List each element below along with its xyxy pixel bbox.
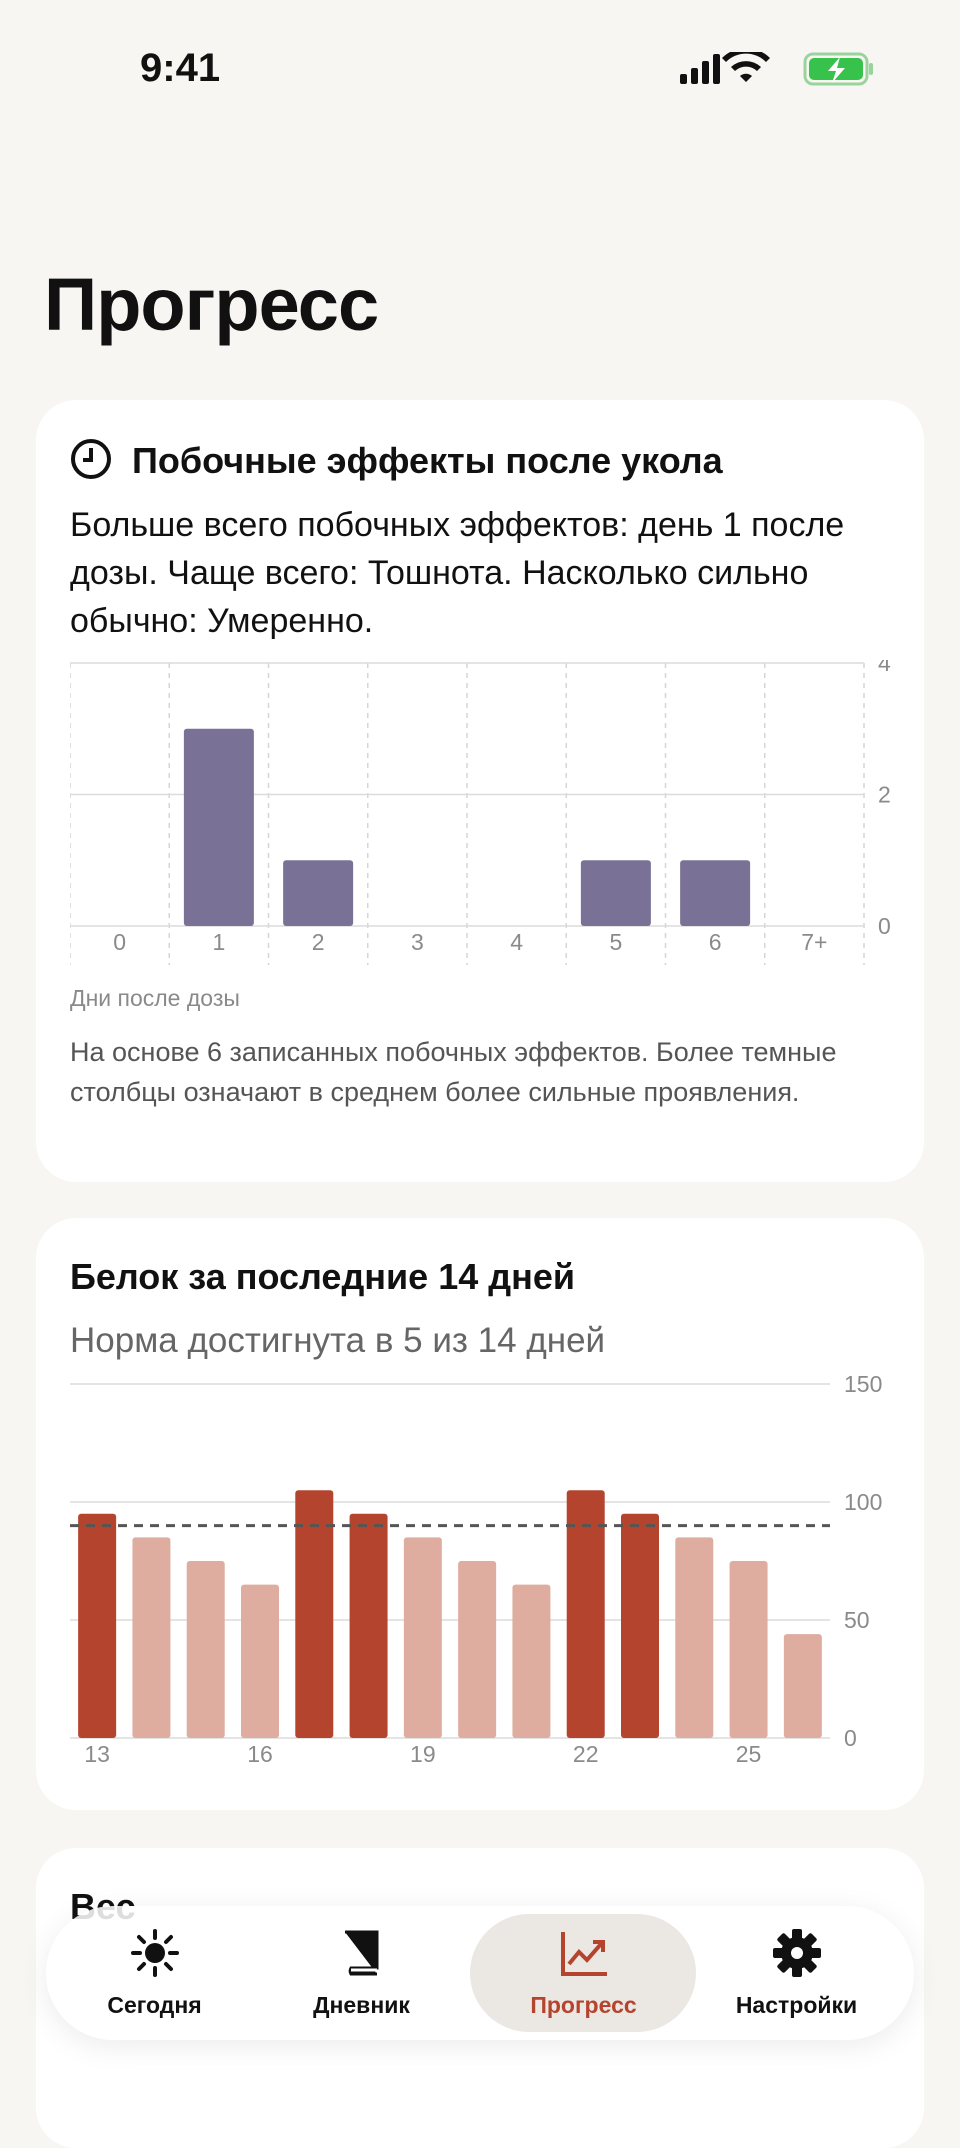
tab[interactable]: Дневник: [253, 1906, 470, 2040]
bar: [183, 728, 254, 926]
bar: [566, 1490, 605, 1738]
bar: [675, 1537, 714, 1738]
card-summary: Больше всего побочных эффектов: день 1 п…: [70, 506, 845, 640]
bar: [403, 1537, 442, 1738]
book-icon: [345, 1930, 379, 1976]
card-note: На основе 6 записанных побочных эффектов…: [70, 1037, 837, 1107]
bar: [283, 860, 354, 926]
chart: 0 2 4 0 1 2 3 4 5 6 7+: [70, 660, 891, 965]
bar: [295, 1490, 334, 1738]
protein-card: Белок за последние 14 дней Норма достигн…: [36, 1218, 924, 1810]
x-tick-label: 4: [510, 929, 523, 955]
tab-label: Прогресс: [530, 1992, 637, 2018]
x-tick-label: 0: [113, 929, 126, 955]
bar: [349, 1513, 388, 1738]
bar: [512, 1584, 551, 1738]
page-title: Прогресс: [44, 263, 379, 346]
screen: 9:41 Прогресс Побочные эффекты после уко…: [36, 46, 924, 2148]
bar: [78, 1513, 117, 1738]
x-tick-label: 13: [84, 1741, 110, 1767]
side-effects-card: Побочные эффекты после укола Больше всег…: [36, 400, 924, 1182]
card-title: Побочные эффекты после укола: [132, 440, 723, 481]
y-tick-label: 4: [878, 660, 891, 676]
x-tick-label: 2: [312, 929, 325, 955]
tab[interactable]: Прогресс: [475, 1906, 692, 2040]
bar: [132, 1537, 171, 1738]
gear-icon: [773, 1929, 821, 1977]
x-tick-label: 1: [212, 929, 225, 955]
tab-label: Сегодня: [107, 1992, 202, 2018]
x-tick-label: 16: [247, 1741, 273, 1767]
bar: [621, 1513, 659, 1738]
x-tick-label: 5: [609, 929, 622, 955]
chart: 0 50 100 150 13 16 19 22 25: [70, 1375, 882, 1767]
card-title: Белок за последние 14 дней: [70, 1256, 575, 1297]
clock-icon: [71, 439, 111, 479]
chart-icon: [561, 1932, 607, 1976]
tab-label: Дневник: [313, 1992, 410, 2018]
bar: [186, 1561, 225, 1738]
tab-label: Настройки: [735, 1992, 858, 2018]
bar: [680, 860, 751, 926]
bar: [241, 1584, 279, 1738]
y-tick-label: 150: [844, 1375, 882, 1397]
y-tick-label: 2: [878, 782, 891, 808]
x-tick-label: 7+: [801, 929, 827, 955]
bar: [580, 860, 651, 926]
status-time: 9:41: [140, 46, 221, 90]
y-tick-label: 50: [844, 1607, 870, 1633]
y-tick-label: 0: [878, 913, 891, 939]
bar: [458, 1561, 497, 1738]
x-tick-label: 19: [410, 1741, 436, 1767]
status-icons: [680, 52, 873, 86]
sun-icon: [131, 1929, 179, 1977]
y-tick-label: 100: [844, 1489, 882, 1515]
tab[interactable]: Сегодня: [46, 1906, 263, 2040]
bar: [729, 1561, 768, 1738]
tab-bar: Сегодня Дневник Прогресс Настройки: [46, 1906, 914, 2040]
y-tick-label: 0: [844, 1725, 857, 1751]
x-tick-label: 25: [736, 1741, 762, 1767]
x-tick-label: 6: [709, 929, 722, 955]
x-axis-label: Дни после дозы: [70, 985, 240, 1011]
x-tick-label: 3: [411, 929, 424, 955]
bar: [783, 1634, 822, 1738]
tab[interactable]: Настройки: [688, 1906, 905, 2040]
card-subtitle: Норма достигнута в 5 из 14 дней: [70, 1321, 606, 1360]
x-tick-label: 22: [573, 1741, 599, 1767]
